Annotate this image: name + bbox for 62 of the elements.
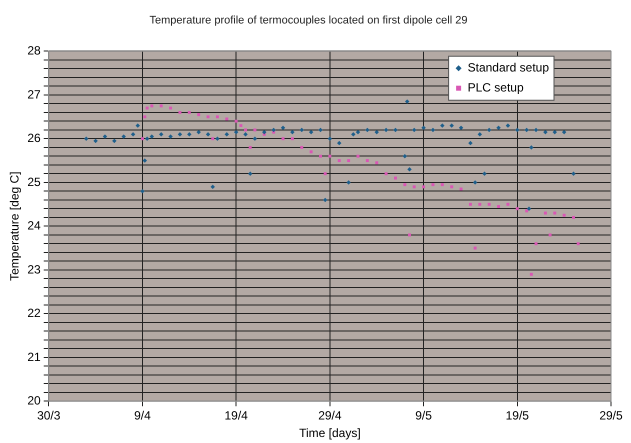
point [478,202,482,206]
point [366,159,369,162]
point [197,113,200,116]
y-tick-label: 26 [27,131,42,146]
point [431,183,434,186]
point [422,185,426,188]
point [553,212,556,215]
point [525,209,528,212]
point [253,128,256,132]
point [412,185,416,188]
point [356,154,360,158]
point [497,205,500,208]
point [169,106,172,110]
point [440,183,444,186]
point [319,154,322,158]
x-tick-label: 9/4 [134,408,152,423]
x-tick-label: 19/5 [506,408,530,423]
point [572,216,575,219]
x-tick-label: 29/4 [318,408,342,423]
point [290,137,294,140]
point [506,202,510,206]
point [178,110,182,114]
legend-label: PLC setup [468,80,524,95]
point [216,115,219,118]
point [544,212,547,215]
point [150,104,154,108]
point [188,110,191,114]
point [328,154,332,158]
point [310,150,313,154]
legend-label: Standard setup [468,60,550,75]
point [347,159,350,162]
y-axis-title: Temperature [deg C] [8,172,22,281]
point [534,242,538,246]
point [394,176,397,180]
point [206,115,210,118]
point [140,137,144,140]
point [516,207,519,210]
y-tick-label: 25 [27,174,42,189]
point [160,104,163,108]
y-tick-label: 22 [27,306,42,320]
x-axis-title: Time [days] [299,426,361,440]
y-tick-label: 20 [27,394,42,408]
point [234,120,238,123]
point [488,202,491,206]
x-tick-label: 9/5 [415,408,432,423]
point [282,137,285,140]
x-tick-label: 19/4 [224,408,248,423]
point [244,128,248,132]
y-tick-label: 24 [27,218,42,233]
y-tick-label: 21 [27,350,42,364]
point [403,183,406,186]
y-tick-label: 23 [27,262,42,276]
x-tick-label: 29/5 [599,408,623,423]
y-tick-label: 27 [27,87,42,102]
point [225,118,228,120]
y-tick-label: 28 [27,44,42,58]
point [450,185,454,188]
chart-title: Temperature profile of termocouples located on first dipole cell 29 [150,14,468,27]
point [384,172,388,176]
point [468,202,472,206]
x-tick-label: 30/3 [37,408,61,423]
point [460,188,463,190]
